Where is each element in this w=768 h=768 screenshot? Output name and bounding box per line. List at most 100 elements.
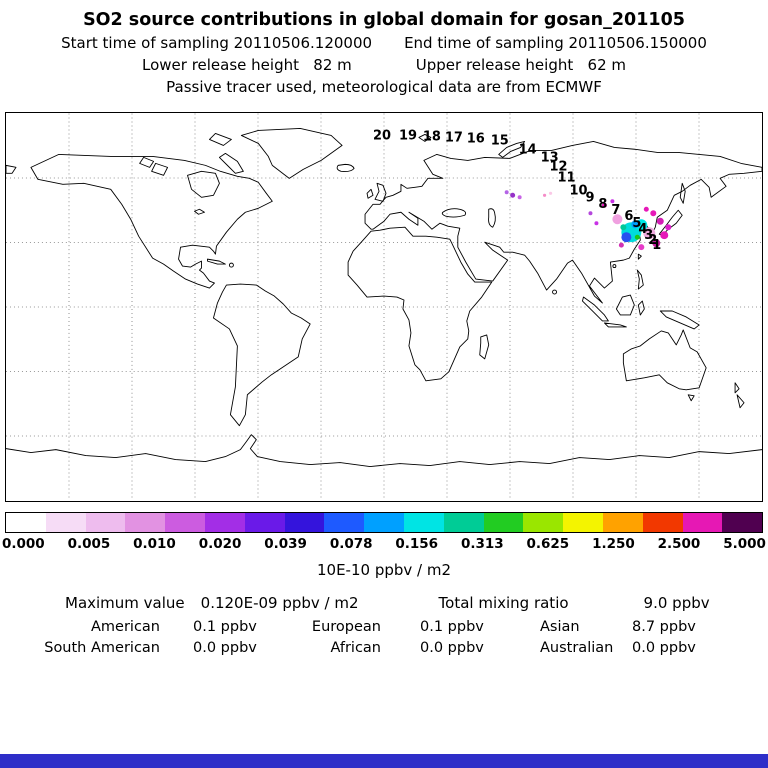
trajectory-hour-label: 13 (541, 150, 559, 165)
trajectory-hour-label: 17 (445, 130, 463, 145)
colorbar-segment (284, 513, 325, 532)
coastline-ellesmere-island (209, 133, 232, 146)
region-value: 0.1 ppbv (193, 619, 257, 635)
coastline-borneo (615, 294, 635, 316)
coastline-sakhalin (679, 182, 686, 204)
colorbar-tick-label: 0.039 (264, 536, 307, 552)
colorbar-segment (364, 513, 404, 532)
tracer-line: Passive tracer used, meteorological data… (0, 78, 768, 96)
trajectory-hour-label: 4 (638, 222, 647, 237)
plume-blob (548, 191, 553, 195)
lower-release-text: Lower release height 82 m (142, 56, 352, 74)
coastline-black-sea (441, 208, 467, 218)
coastline-sulawesi (637, 300, 645, 316)
trajectory-hour-label: 11 (558, 170, 576, 185)
coastline-tasmania (687, 394, 695, 402)
coastline-hudson-bay (187, 170, 220, 198)
plume-blob (612, 214, 623, 225)
colorbar-units: 10E-10 ppbv / m2 (316, 561, 452, 579)
colorbar-segment (85, 513, 126, 532)
coastline-victoria-island (151, 162, 169, 176)
colorbar-segment (602, 513, 643, 532)
coastline-madagascar (479, 334, 490, 360)
colorbar-segment (204, 513, 245, 532)
tracer-text: Passive tracer used, meteorological data… (166, 78, 602, 96)
plume-blob (620, 224, 627, 231)
coastline-hainan (612, 264, 617, 269)
max-value-label: Maximum value (65, 594, 185, 612)
plume-blob (510, 192, 516, 198)
plume-blob (618, 242, 624, 248)
plume-blob (656, 217, 664, 225)
colorbar-segment (443, 513, 484, 532)
coastline-sumatra (582, 296, 609, 322)
colorbar-segment (324, 513, 365, 532)
coastline-svalbard (418, 134, 432, 142)
coastline-north-america (30, 153, 273, 289)
trajectory-hour-label: 16 (467, 131, 485, 146)
trajectory-hour-label: 2 (648, 233, 657, 248)
region-name: European (311, 619, 381, 635)
region-value: 0.0 ppbv (420, 640, 484, 656)
region-name: African (330, 640, 381, 656)
region-name: Asian (540, 619, 580, 635)
stats-line: Maximum value 0.120E-09 ppbv / m2 Total … (0, 594, 768, 612)
plume-blob (631, 220, 640, 229)
colorbar-tick-label: 5.000 (723, 536, 766, 552)
colorbar-segment (45, 513, 86, 532)
colorbar-tick-label: 1.250 (592, 536, 635, 552)
trajectory-hour-label: 5 (632, 216, 641, 231)
colorbar-segment (125, 513, 166, 532)
trajectory-hour-label: 10 (570, 183, 588, 198)
so2-plume-field (504, 190, 672, 251)
plume-blob (594, 221, 599, 226)
plume-blob (652, 239, 661, 248)
plume-blob (542, 193, 547, 197)
region-value: 8.7 ppbv (632, 619, 696, 635)
coastlines (6, 128, 762, 468)
release-heights-line: Lower release height 82 m Upper release … (0, 56, 768, 74)
region-value: 0.0 ppbv (632, 640, 696, 656)
coastline-chukotka-edge (6, 164, 17, 174)
total-mixing-ratio-value: 9.0 ppbv (643, 594, 710, 612)
trajectory-hour-label: 18 (423, 129, 441, 144)
coastline-taiwan (637, 253, 642, 260)
max-value: 0.120E-09 ppbv / m2 (200, 594, 359, 612)
coastline-banks-island (139, 156, 155, 168)
trajectory-hour-label: 7 (611, 203, 620, 218)
colorbar-segment (483, 513, 524, 532)
plume-blob (650, 210, 657, 217)
trajectory-hour-label: 3 (644, 228, 653, 243)
plume-blob (643, 227, 656, 240)
trajectory-hour-label: 20 (373, 128, 391, 143)
coastline-new-zealand (734, 382, 745, 409)
colorbar-segment (722, 513, 763, 532)
colorbar-segment (682, 513, 723, 532)
trajectory-hour-label: 15 (491, 133, 509, 148)
plume-blob (610, 199, 615, 204)
sampling-times-line: Start time of sampling 20110506.120000 E… (0, 34, 768, 52)
coastline-java (603, 322, 627, 328)
plume-blob (517, 195, 522, 200)
region-name: Australian (540, 640, 614, 656)
coastline-ireland (366, 188, 374, 199)
coastline-philippines (636, 269, 644, 290)
colorbar-tick-label: 0.020 (198, 536, 242, 552)
colorbar-tick-label: 2.500 (657, 536, 701, 552)
plume-blob (588, 211, 593, 216)
trajectory-hour-label: 8 (598, 197, 607, 212)
colorbar-segment (165, 513, 205, 532)
coastline-great-lakes (194, 208, 205, 215)
coastline-new-guinea (659, 310, 700, 330)
coastline-iceland (336, 163, 355, 172)
plume-blob (660, 231, 669, 240)
coastline-antarctica (6, 434, 762, 468)
coastline-hispaniola (228, 262, 234, 268)
coastline-novaya-zemlya (498, 140, 526, 158)
colorbar-tick-label: 0.313 (460, 536, 504, 552)
coastline-caspian-sea (488, 208, 496, 228)
trajectory-hour-label: 19 (399, 128, 417, 143)
colorbar-tick-label: 0.078 (329, 536, 373, 552)
region-value: 0.0 ppbv (193, 640, 257, 656)
